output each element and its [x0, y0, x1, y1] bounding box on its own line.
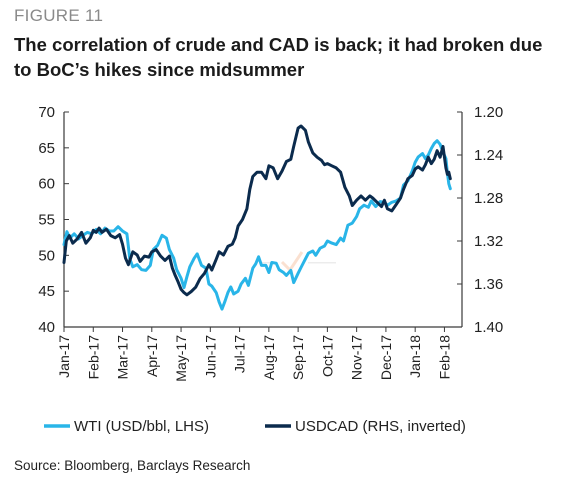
legend: WTI (USD/bbl, LHS) USDCAD (RHS, inverted) — [44, 418, 466, 435]
y-right-tick-label: 1.24 — [474, 147, 503, 164]
y-left-tick-label: 40 — [38, 319, 55, 336]
x-tick-label: Jun-17 — [202, 335, 218, 378]
y-right-tick-label: 1.36 — [474, 276, 503, 293]
x-tick-label: Oct-17 — [319, 335, 335, 377]
x-tick-label: Feb-18 — [436, 335, 452, 380]
x-tick-label: Mar-17 — [115, 335, 131, 380]
chart-title: The correlation of crude and CAD is back… — [14, 34, 543, 80]
y-left-tick-label: 45 — [38, 283, 55, 300]
x-tick-label: Nov-17 — [349, 335, 365, 380]
x-tick-label: Apr-17 — [144, 335, 160, 377]
y-left-tick-label: 50 — [38, 247, 55, 264]
legend-label-wti: WTI (USD/bbl, LHS) — [74, 418, 209, 435]
y-right-tick-label: 1.28 — [474, 190, 503, 207]
axes: 40 45 50 55 60 65 70 1.20 1.24 1.28 1.32 1.36 1.40 Ja… — [38, 104, 503, 382]
wti-series-line — [62, 139, 452, 311]
legend-label-usdcad: USDCAD (RHS, inverted) — [295, 418, 466, 435]
x-tick-label: Aug-17 — [261, 335, 277, 380]
series-layer — [62, 124, 452, 311]
x-tick-label: Sep-17 — [290, 335, 306, 380]
watermark — [262, 251, 336, 273]
y-left-tick-label: 65 — [38, 140, 55, 157]
x-tick-label: Dec-17 — [378, 335, 394, 380]
x-tick-label: Feb-17 — [85, 335, 101, 380]
source-note: Source: Bloomberg, Barclays Research — [14, 458, 251, 473]
x-tick-label: Jan-17 — [56, 335, 72, 378]
x-tick-label: Jan-18 — [407, 335, 423, 378]
y-right-tick-label: 1.40 — [474, 319, 503, 336]
y-right-tick-label: 1.20 — [474, 104, 503, 121]
x-tick-label: Jul-17 — [232, 335, 248, 373]
x-tick-label: May-17 — [173, 335, 189, 382]
y-left-tick-label: 70 — [38, 104, 55, 121]
y-right-tick-label: 1.32 — [474, 233, 503, 250]
figure-label: FIGURE 11 — [14, 6, 104, 25]
y-left-tick-label: 60 — [38, 176, 55, 193]
usdcad-series-line — [62, 124, 452, 297]
y-left-tick-label: 55 — [38, 212, 55, 229]
